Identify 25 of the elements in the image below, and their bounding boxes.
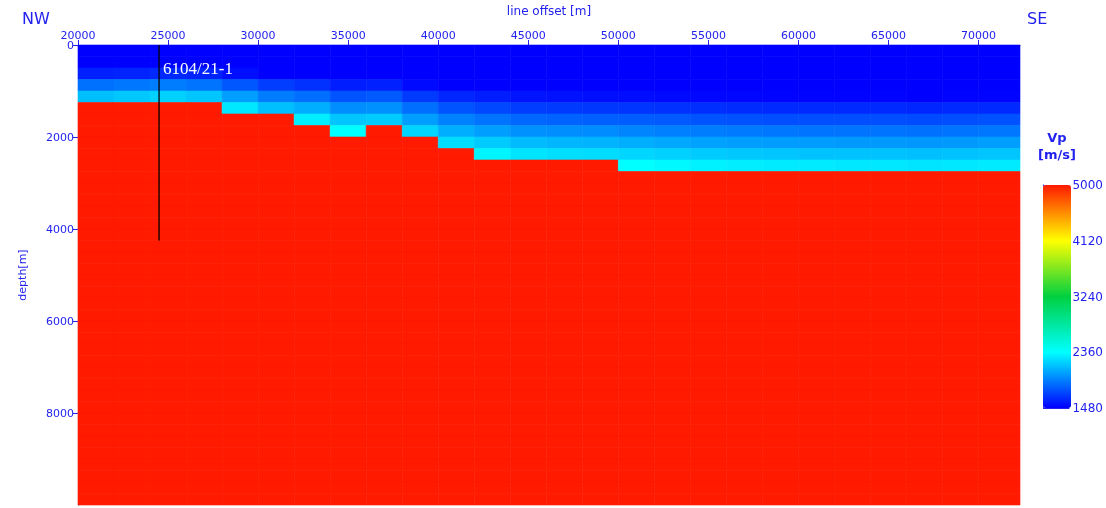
x-tick-label: 50000 [600,29,636,42]
x-axis-title: line offset [m] [506,4,592,18]
text: SE [1027,8,1048,28]
x-tick-label: 60000 [780,29,816,42]
color-bar-label: 5000 [1072,178,1104,192]
x-tick-label: 65000 [871,29,907,42]
y-tick-label: 8000 [46,406,74,420]
y-tick-label: 4000 [46,222,74,236]
color-bar-label: 3240 [1072,289,1104,304]
y-tick-label: 2000 [46,130,74,144]
x-tick-label: 40000 [420,29,456,42]
color-bar-label: 2360 [1072,345,1104,360]
color-bar-title: Vp [m/s] [1038,130,1076,162]
x-tick-label: 45000 [510,29,546,42]
annotation: 6104/21-1 [163,58,233,78]
x-tick-label: 55000 [690,29,726,42]
color-bar-label: 1480 [1072,401,1104,415]
text: NW [22,8,50,28]
x-tick-label: 35000 [330,29,366,42]
color-bar-label: 4120 [1072,233,1104,248]
x-tick-label: 70000 [961,29,997,42]
y-tick-label: 6000 [46,314,74,328]
x-tick-label: 30000 [240,29,276,42]
x-tick-label: 25000 [150,29,186,42]
y-axis-title: depth[m] [16,249,29,301]
